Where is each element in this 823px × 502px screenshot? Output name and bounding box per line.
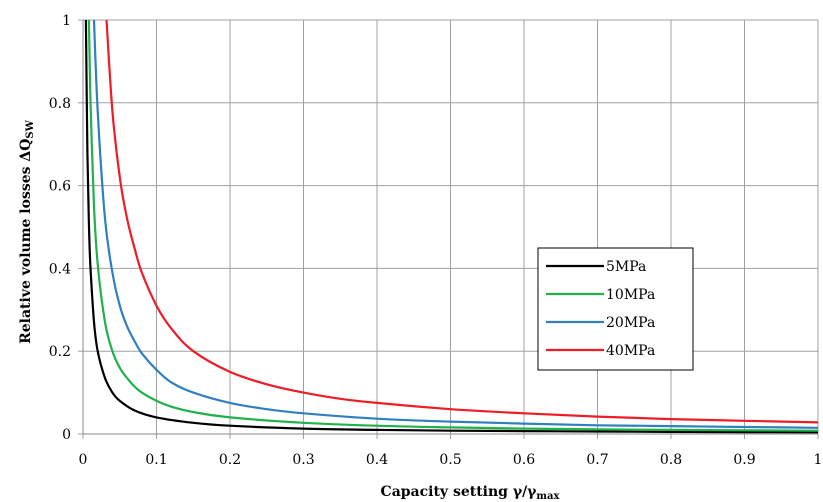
x-axis-title: Capacity setting γ/γmax <box>381 484 561 502</box>
x-tick-label: 0.7 <box>586 452 608 468</box>
series-line-10MPa <box>87 19 819 432</box>
legend: 5MPa 10MPa 20MPa 40MPa <box>537 247 694 371</box>
series-line-5MPa <box>84 19 819 434</box>
x-tick-label: 0.8 <box>660 452 682 468</box>
legend-label-20MPa: 20MPa <box>606 315 655 331</box>
series-line-40MPa <box>105 19 819 424</box>
y-axis-title-subscript: SW <box>25 119 36 138</box>
grid <box>82 19 819 435</box>
y-tick-label: 0 <box>62 427 71 443</box>
legend-label-40MPa: 40MPa <box>606 343 655 359</box>
x-tick-label: 0.2 <box>219 452 241 468</box>
y-tick-label: 0.8 <box>49 96 71 112</box>
x-tick-label: 0 <box>79 452 88 468</box>
x-tick-label: 0.9 <box>733 452 755 468</box>
tick-labels: 0 0.1 0.2 0.3 0.4 0.5 0.6 0.7 0.8 0.9 1 0 0.2 0.4 0.6 0… <box>49 13 823 468</box>
x-tick-label: 1 <box>814 452 823 468</box>
y-tick-label: 0.2 <box>49 344 71 360</box>
y-tick-label: 1 <box>62 13 71 29</box>
x-tick-label: 0.3 <box>292 452 314 468</box>
y-tick-label: 0.4 <box>49 261 71 277</box>
series-line-20MPa <box>92 19 819 429</box>
series-layer <box>84 19 819 434</box>
legend-label-10MPa: 10MPa <box>606 287 655 303</box>
x-tick-label: 0.4 <box>366 452 388 468</box>
y-tick-label: 0.6 <box>49 179 71 195</box>
x-axis-title-subscript: max <box>536 491 560 502</box>
x-tick-label: 0.6 <box>513 452 535 468</box>
legend-label-5MPa: 5MPa <box>606 259 646 275</box>
x-tick-label: 0.5 <box>439 452 461 468</box>
y-axis-title: Relative volume losses ΔQSW <box>18 119 36 344</box>
x-tick-label: 0.1 <box>145 452 167 468</box>
axes <box>78 19 819 439</box>
